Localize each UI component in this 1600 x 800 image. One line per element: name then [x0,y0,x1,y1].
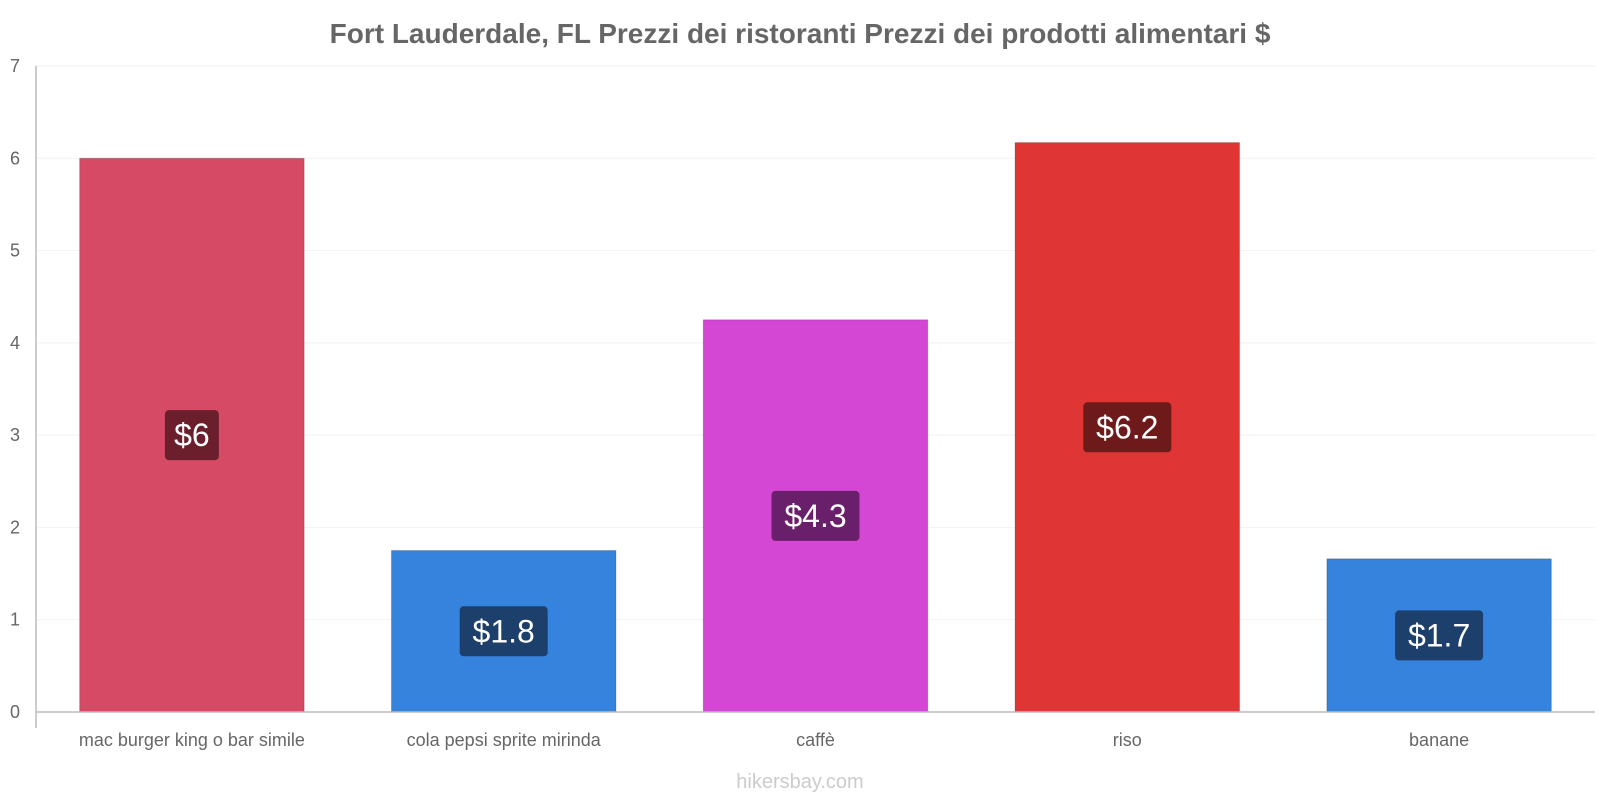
x-axis-labels: mac burger king o bar simile cola pepsi s… [79,730,1469,750]
value-label-box [164,410,219,461]
value-label-box [1395,610,1484,661]
y-tick-label: 7 [10,56,20,76]
value-label: $6 [174,417,210,453]
y-tick-label: 6 [10,148,20,168]
watermark: hikersbay.com [736,771,863,793]
value-label-box [1083,402,1172,453]
category-label: cola pepsi sprite mirinda [407,730,602,750]
category-label: mac burger king o bar simile [79,730,305,750]
value-label: $6.2 [1096,409,1158,445]
y-tick-label: 1 [10,610,20,630]
value-label: $1.8 [473,613,535,649]
value-label: $1.7 [1408,617,1470,653]
chart-title: Fort Lauderdale, FL Prezzi dei ristorant… [330,18,1271,49]
y-tick-label: 5 [10,241,20,261]
y-tick-label: 0 [10,702,20,722]
bars: $6 $1.8 $4.3 $6.2 $1.7 [79,142,1552,713]
category-label: caffè [796,730,835,750]
y-tick-label: 3 [10,425,20,445]
value-label: $4.3 [784,498,846,534]
category-label: riso [1113,730,1142,750]
y-axis-ticks: 0 1 2 3 4 5 6 7 [10,56,20,722]
y-tick-label: 2 [10,517,20,537]
value-label-box [771,490,860,541]
value-label-box [459,606,548,657]
y-tick-label: 4 [10,333,20,353]
category-label: banane [1409,730,1469,750]
